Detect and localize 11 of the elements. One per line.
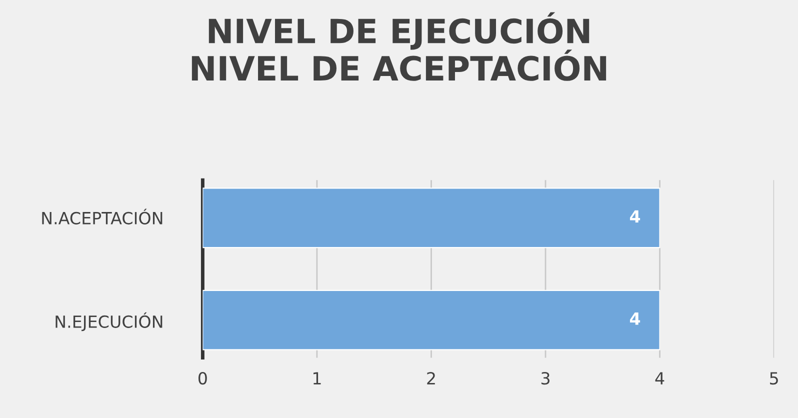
chart-title: NIVEL DE EJECUCIÓN NIVEL DE ACEPTACIÓN (192, 12, 606, 81)
x-tick-label: 4 (655, 372, 664, 384)
y-tick-label: N.ACEPTACIÓN (42, 208, 162, 224)
data-label: 4 (630, 312, 640, 325)
x-tick-label: 5 (770, 372, 778, 385)
data-label: 4 (630, 210, 640, 222)
x-tick-label: 0 (198, 372, 207, 385)
x-tick-label: 2 (427, 372, 435, 384)
y-tick-label: N.EJECUCIÓN (56, 312, 162, 332)
x-tick-label: 1 (313, 372, 321, 384)
x-tick-label: 3 (541, 372, 550, 385)
